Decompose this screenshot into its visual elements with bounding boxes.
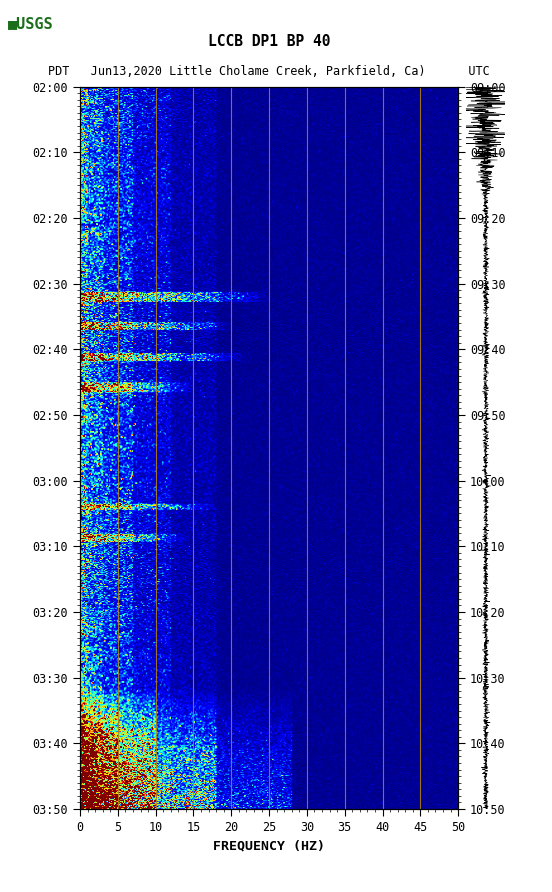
X-axis label: FREQUENCY (HZ): FREQUENCY (HZ) bbox=[213, 839, 325, 853]
Text: PDT   Jun13,2020 Little Cholame Creek, Parkfield, Ca)      UTC: PDT Jun13,2020 Little Cholame Creek, Par… bbox=[48, 64, 490, 78]
Text: ■USGS: ■USGS bbox=[8, 16, 54, 31]
Text: LCCB DP1 BP 40: LCCB DP1 BP 40 bbox=[208, 34, 330, 49]
